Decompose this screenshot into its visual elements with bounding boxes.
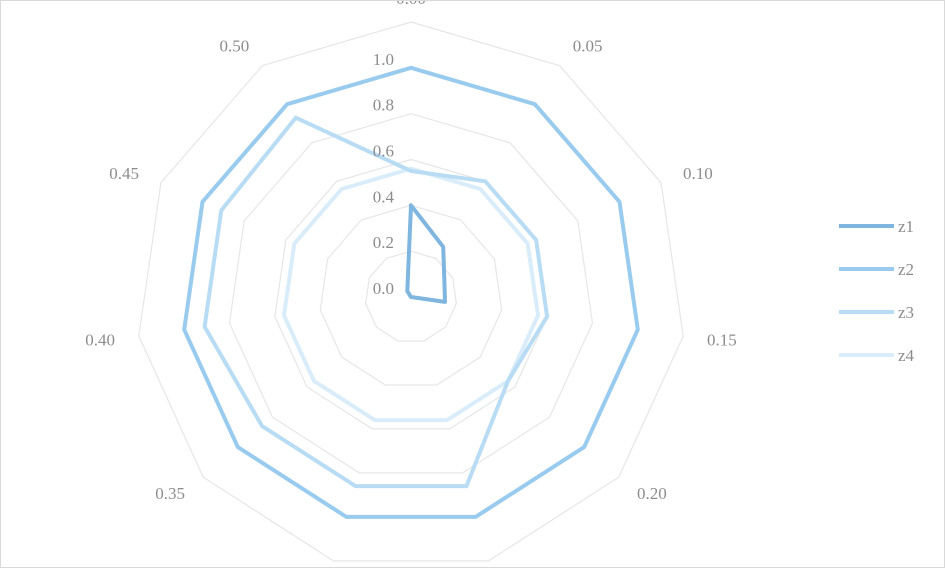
series-line-z2 — [182, 65, 640, 519]
series-line-z1 — [405, 203, 447, 304]
series-layer — [182, 65, 640, 519]
category-label: 0.40 — [85, 331, 115, 350]
grid — [138, 21, 684, 562]
grid-ring — [364, 250, 458, 342]
legend-label-z1: z1 — [898, 217, 914, 236]
category-label: 0.05 — [573, 37, 603, 56]
grid-ring — [319, 204, 503, 386]
series-line-z4 — [282, 166, 540, 423]
category-label: 0.20 — [637, 484, 667, 503]
radial-tick-label: 0.4 — [373, 187, 395, 206]
legend-label-z3: z3 — [898, 303, 914, 322]
radial-tick-label: 0.2 — [373, 233, 394, 252]
category-labels: 0.000.050.100.150.200.250.300.350.400.45… — [85, 1, 737, 503]
radial-tick-label: 1.0 — [373, 50, 394, 69]
legend-label-z2: z2 — [898, 260, 914, 279]
radial-tick-labels: 0.0 0.2 0.4 0.6 0.8 1.0 — [373, 50, 395, 298]
grid-ring — [228, 113, 594, 474]
series-line-z3 — [202, 115, 550, 489]
radial-tick-label: 0.8 — [373, 96, 394, 115]
category-label: 0.45 — [109, 164, 139, 183]
category-label: 0.00 — [396, 1, 426, 8]
radial-tick-label: 0.6 — [373, 142, 394, 161]
grid-ring — [183, 67, 639, 518]
category-label: 0.15 — [707, 331, 737, 350]
grid-ring — [138, 21, 684, 562]
category-label: 0.50 — [220, 37, 250, 56]
category-label: 0.10 — [683, 164, 713, 183]
category-label: 0.35 — [155, 484, 185, 503]
legend: z1 z2 z3 z4 — [839, 217, 915, 365]
radial-tick-label: 0.0 — [373, 279, 394, 298]
legend-label-z4: z4 — [898, 346, 915, 365]
